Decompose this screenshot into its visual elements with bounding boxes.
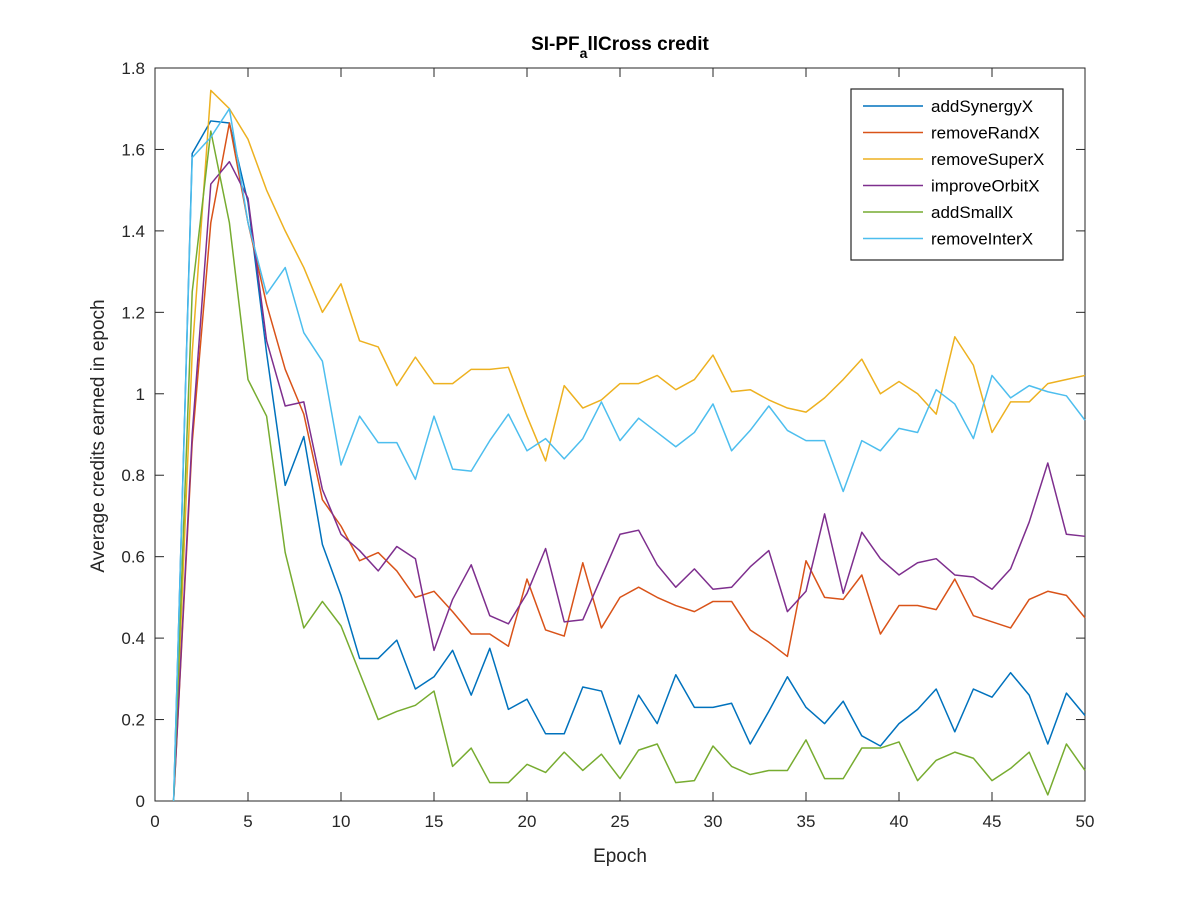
legend: addSynergyX removeRandX removeSuperX improv… (850, 88, 1064, 261)
x-tick-label: 10 (332, 812, 351, 831)
title-subscript: a (580, 45, 588, 61)
y-tick-label: 0 (136, 792, 145, 811)
legend-label-addSynergyX: addSynergyX (931, 97, 1033, 116)
legend-label-addSmallX: addSmallX (931, 203, 1013, 222)
series-line-improveOrbitX (172, 160, 1086, 802)
y-tick-label: 0.2 (121, 711, 145, 730)
y-tick-label: 0.8 (121, 466, 145, 485)
x-tick-label: 30 (704, 812, 723, 831)
x-tick-label: 15 (425, 812, 444, 831)
y-tick-label: 1.6 (121, 140, 145, 159)
x-tick-label: 50 (1076, 812, 1095, 831)
x-tick-label: 20 (518, 812, 537, 831)
y-axis-label: Average credits earned in epoch (88, 299, 109, 572)
legend-label-removeRandX: removeRandX (931, 124, 1040, 143)
series-line-addSmallX (172, 130, 1086, 802)
series-line-addSynergyX (172, 120, 1086, 802)
x-axis-label: Epoch (593, 846, 647, 867)
series-line-removeSuperX (172, 89, 1086, 802)
x-tick-label: 35 (797, 812, 816, 831)
title-rest: llCross credit (587, 34, 709, 55)
x-tick-label: 40 (890, 812, 909, 831)
x-tick-label: 5 (243, 812, 252, 831)
chart-title: SI-PFallCross credit (531, 34, 709, 61)
y-tick-label: 1 (136, 385, 145, 404)
x-tick-label: 25 (611, 812, 630, 831)
y-tick-label: 1.2 (121, 303, 145, 322)
title-main: SI-PF (531, 34, 580, 55)
y-tick-label: 1.8 (121, 59, 145, 78)
legend-box (850, 88, 1064, 261)
x-tick-label: 0 (150, 812, 159, 831)
y-tick-label: 1.4 (121, 222, 145, 241)
y-tick-label: 0.6 (121, 548, 145, 567)
legend-label-removeInterX: removeInterX (931, 230, 1033, 249)
series-line-removeRandX (172, 122, 1086, 802)
series-line-removeInterX (172, 107, 1086, 802)
y-tick-label: 0.4 (121, 629, 145, 648)
legend-label-improveOrbitX: improveOrbitX (931, 177, 1040, 196)
x-tick-label: 45 (983, 812, 1002, 831)
legend-label-removeSuperX: removeSuperX (931, 150, 1044, 169)
